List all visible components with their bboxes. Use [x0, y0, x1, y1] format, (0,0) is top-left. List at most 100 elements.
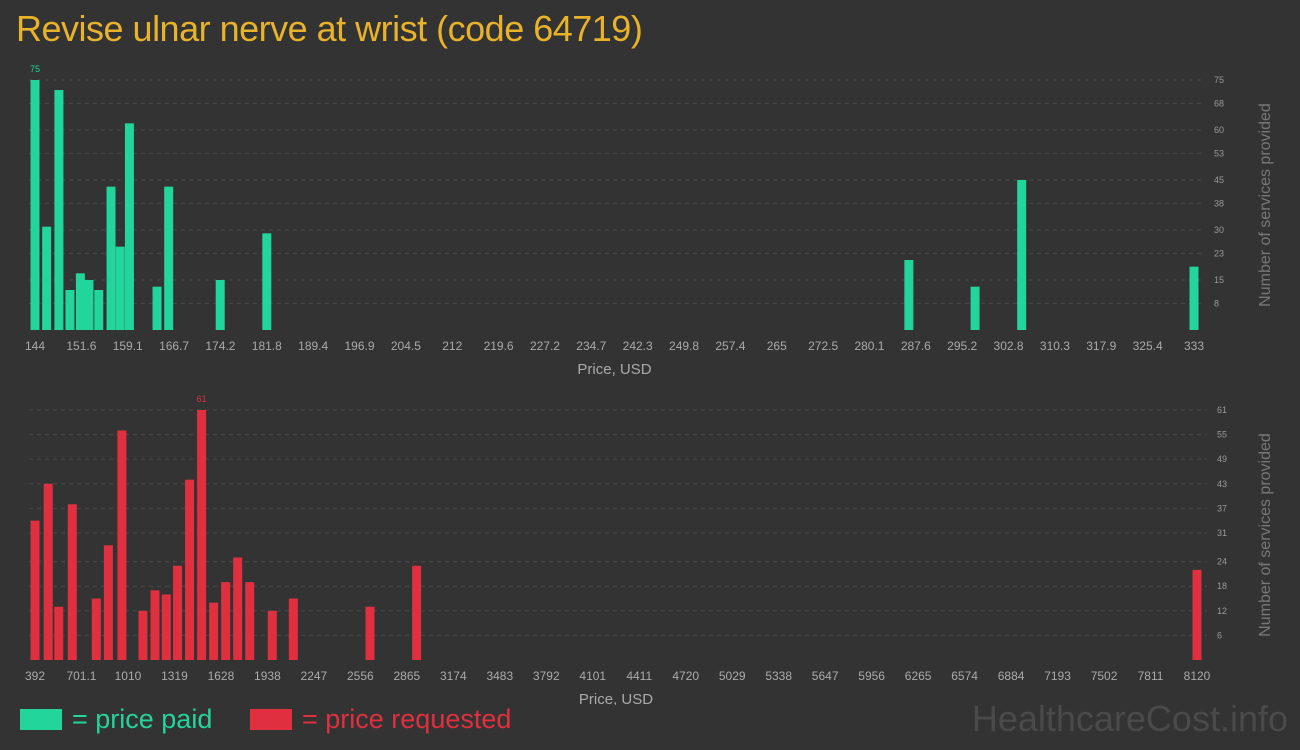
requested-bar: [267, 610, 277, 660]
paid-y-tick-label: 38: [1214, 198, 1224, 208]
requested-x-tick-label: 1938: [254, 669, 281, 683]
paid-x-tick-label: 181.8: [252, 339, 282, 353]
paid-bar: [262, 233, 272, 330]
paid-x-tick-label: 166.7: [159, 339, 189, 353]
paid-y-axis-title: Number of services provided: [1257, 103, 1274, 307]
legend-paid-swatch: [20, 709, 62, 730]
paid-y-tick-label: 60: [1214, 125, 1224, 135]
paid-x-tick-label: 333: [1184, 339, 1204, 353]
requested-bar: [1192, 569, 1202, 660]
paid-x-tick-label: 144: [25, 339, 45, 353]
requested-bar: [91, 598, 101, 660]
paid-x-tick-label: 242.3: [623, 339, 653, 353]
paid-x-tick-label: 325.4: [1133, 339, 1163, 353]
watermark: HealthcareCost.info: [971, 698, 1288, 739]
legend-paid-label: = price paid: [72, 704, 213, 734]
paid-bar: [164, 186, 174, 330]
price-paid-chart: 8 15 23 30 38 45 53 60 68 75 144 151.6 159.1 166.7 174…: [25, 64, 1274, 378]
paid-y-tick-label: 8: [1214, 298, 1219, 308]
paid-x-tick-label: 295.2: [947, 339, 977, 353]
paid-y-tick-label: 30: [1214, 225, 1224, 235]
paid-x-tick-label: 302.8: [994, 339, 1024, 353]
paid-bar: [65, 290, 75, 330]
requested-x-tick-label: 2556: [347, 669, 374, 683]
paid-bar: [115, 246, 125, 330]
paid-bar: [1017, 180, 1027, 330]
requested-x-tick-label: 392: [25, 669, 45, 683]
paid-max-label: 75: [30, 64, 40, 74]
requested-y-tick-label: 61: [1217, 405, 1227, 415]
requested-y-tick-label: 31: [1217, 528, 1227, 538]
paid-bar: [42, 226, 52, 330]
requested-bar: [103, 545, 113, 660]
requested-max-label: 61: [197, 394, 207, 404]
paid-x-tick-label: 257.4: [715, 339, 745, 353]
requested-bar: [30, 520, 40, 660]
requested-x-tick-label: 5338: [765, 669, 792, 683]
paid-y-tick-label: 68: [1214, 98, 1224, 108]
price-requested-chart: 6 12 18 24 31 37 43 49 55 61 392 701.1 1010 1319 1628 1…: [25, 394, 1274, 705]
requested-x-tick-label: 2865: [393, 669, 420, 683]
requested-y-tick-label: 43: [1217, 479, 1227, 489]
requested-y-tick-label: 24: [1217, 557, 1227, 567]
paid-bar: [904, 260, 914, 330]
requested-y-tick-label: 49: [1217, 454, 1227, 464]
requested-bar: [173, 565, 183, 660]
paid-x-tick-label: 317.9: [1086, 339, 1116, 353]
paid-x-tick-label: 265: [767, 339, 787, 353]
requested-x-tick-label: 6574: [951, 669, 978, 683]
requested-x-tick-label: 3483: [486, 669, 513, 683]
paid-bar: [970, 286, 980, 330]
requested-bar: [288, 598, 298, 660]
paid-x-tick-label: 212: [442, 339, 462, 353]
requested-bar: [221, 582, 231, 660]
page-title: Revise ulnar nerve at wrist (code 64719): [16, 8, 643, 49]
paid-x-tick-label: 272.5: [808, 339, 838, 353]
requested-x-tick-label: 3174: [440, 669, 467, 683]
paid-x-tick-label: 204.5: [391, 339, 421, 353]
paid-bar: [124, 123, 134, 330]
requested-x-tick-label: 5647: [812, 669, 839, 683]
requested-bar: [43, 483, 53, 660]
requested-y-tick-label: 18: [1217, 581, 1227, 591]
requested-x-tick-label: 4411: [626, 669, 652, 683]
requested-bar: [233, 557, 243, 660]
paid-bar: [215, 280, 225, 330]
paid-x-axis-title: Price, USD: [577, 361, 651, 378]
paid-x-tick-label: 151.6: [66, 339, 96, 353]
requested-bar: [138, 610, 148, 660]
paid-bar: [152, 286, 162, 330]
legend-requested: = price requested: [250, 704, 511, 735]
paid-bar: [1189, 266, 1199, 330]
paid-x-tick-label: 280.1: [854, 339, 884, 353]
requested-x-tick-label: 6265: [905, 669, 932, 683]
requested-y-tick-label: 6: [1217, 630, 1222, 640]
requested-bar: [185, 479, 195, 660]
paid-bar: [84, 280, 94, 330]
paid-x-tick-label: 249.8: [669, 339, 699, 353]
paid-x-tick-label: 234.7: [576, 339, 606, 353]
paid-x-tick-label: 159.1: [113, 339, 143, 353]
paid-x-tick-label: 196.9: [345, 339, 375, 353]
requested-x-tick-label: 1319: [161, 669, 188, 683]
requested-y-tick-label: 12: [1217, 606, 1227, 616]
legend-requested-swatch: [250, 709, 292, 730]
legend-requested-label: = price requested: [302, 704, 512, 734]
requested-bar: [197, 410, 207, 660]
requested-bar: [67, 504, 77, 660]
paid-y-tick-label: 23: [1214, 248, 1224, 258]
requested-x-tick-label: 4101: [579, 669, 606, 683]
requested-x-tick-label: 6884: [998, 669, 1025, 683]
requested-x-tick-label: 4720: [672, 669, 699, 683]
paid-bar: [30, 80, 40, 330]
requested-bar: [161, 594, 171, 660]
requested-x-tick-label: 7193: [1044, 669, 1071, 683]
requested-x-tick-label: 7502: [1091, 669, 1118, 683]
requested-x-tick-label: 3792: [533, 669, 560, 683]
requested-bar: [365, 606, 375, 660]
requested-x-tick-label: 5029: [719, 669, 746, 683]
requested-x-tick-label: 1628: [208, 669, 235, 683]
requested-y-axis-title: Number of services provided: [1257, 433, 1274, 637]
paid-bar: [75, 273, 85, 330]
requested-bar: [245, 582, 255, 660]
